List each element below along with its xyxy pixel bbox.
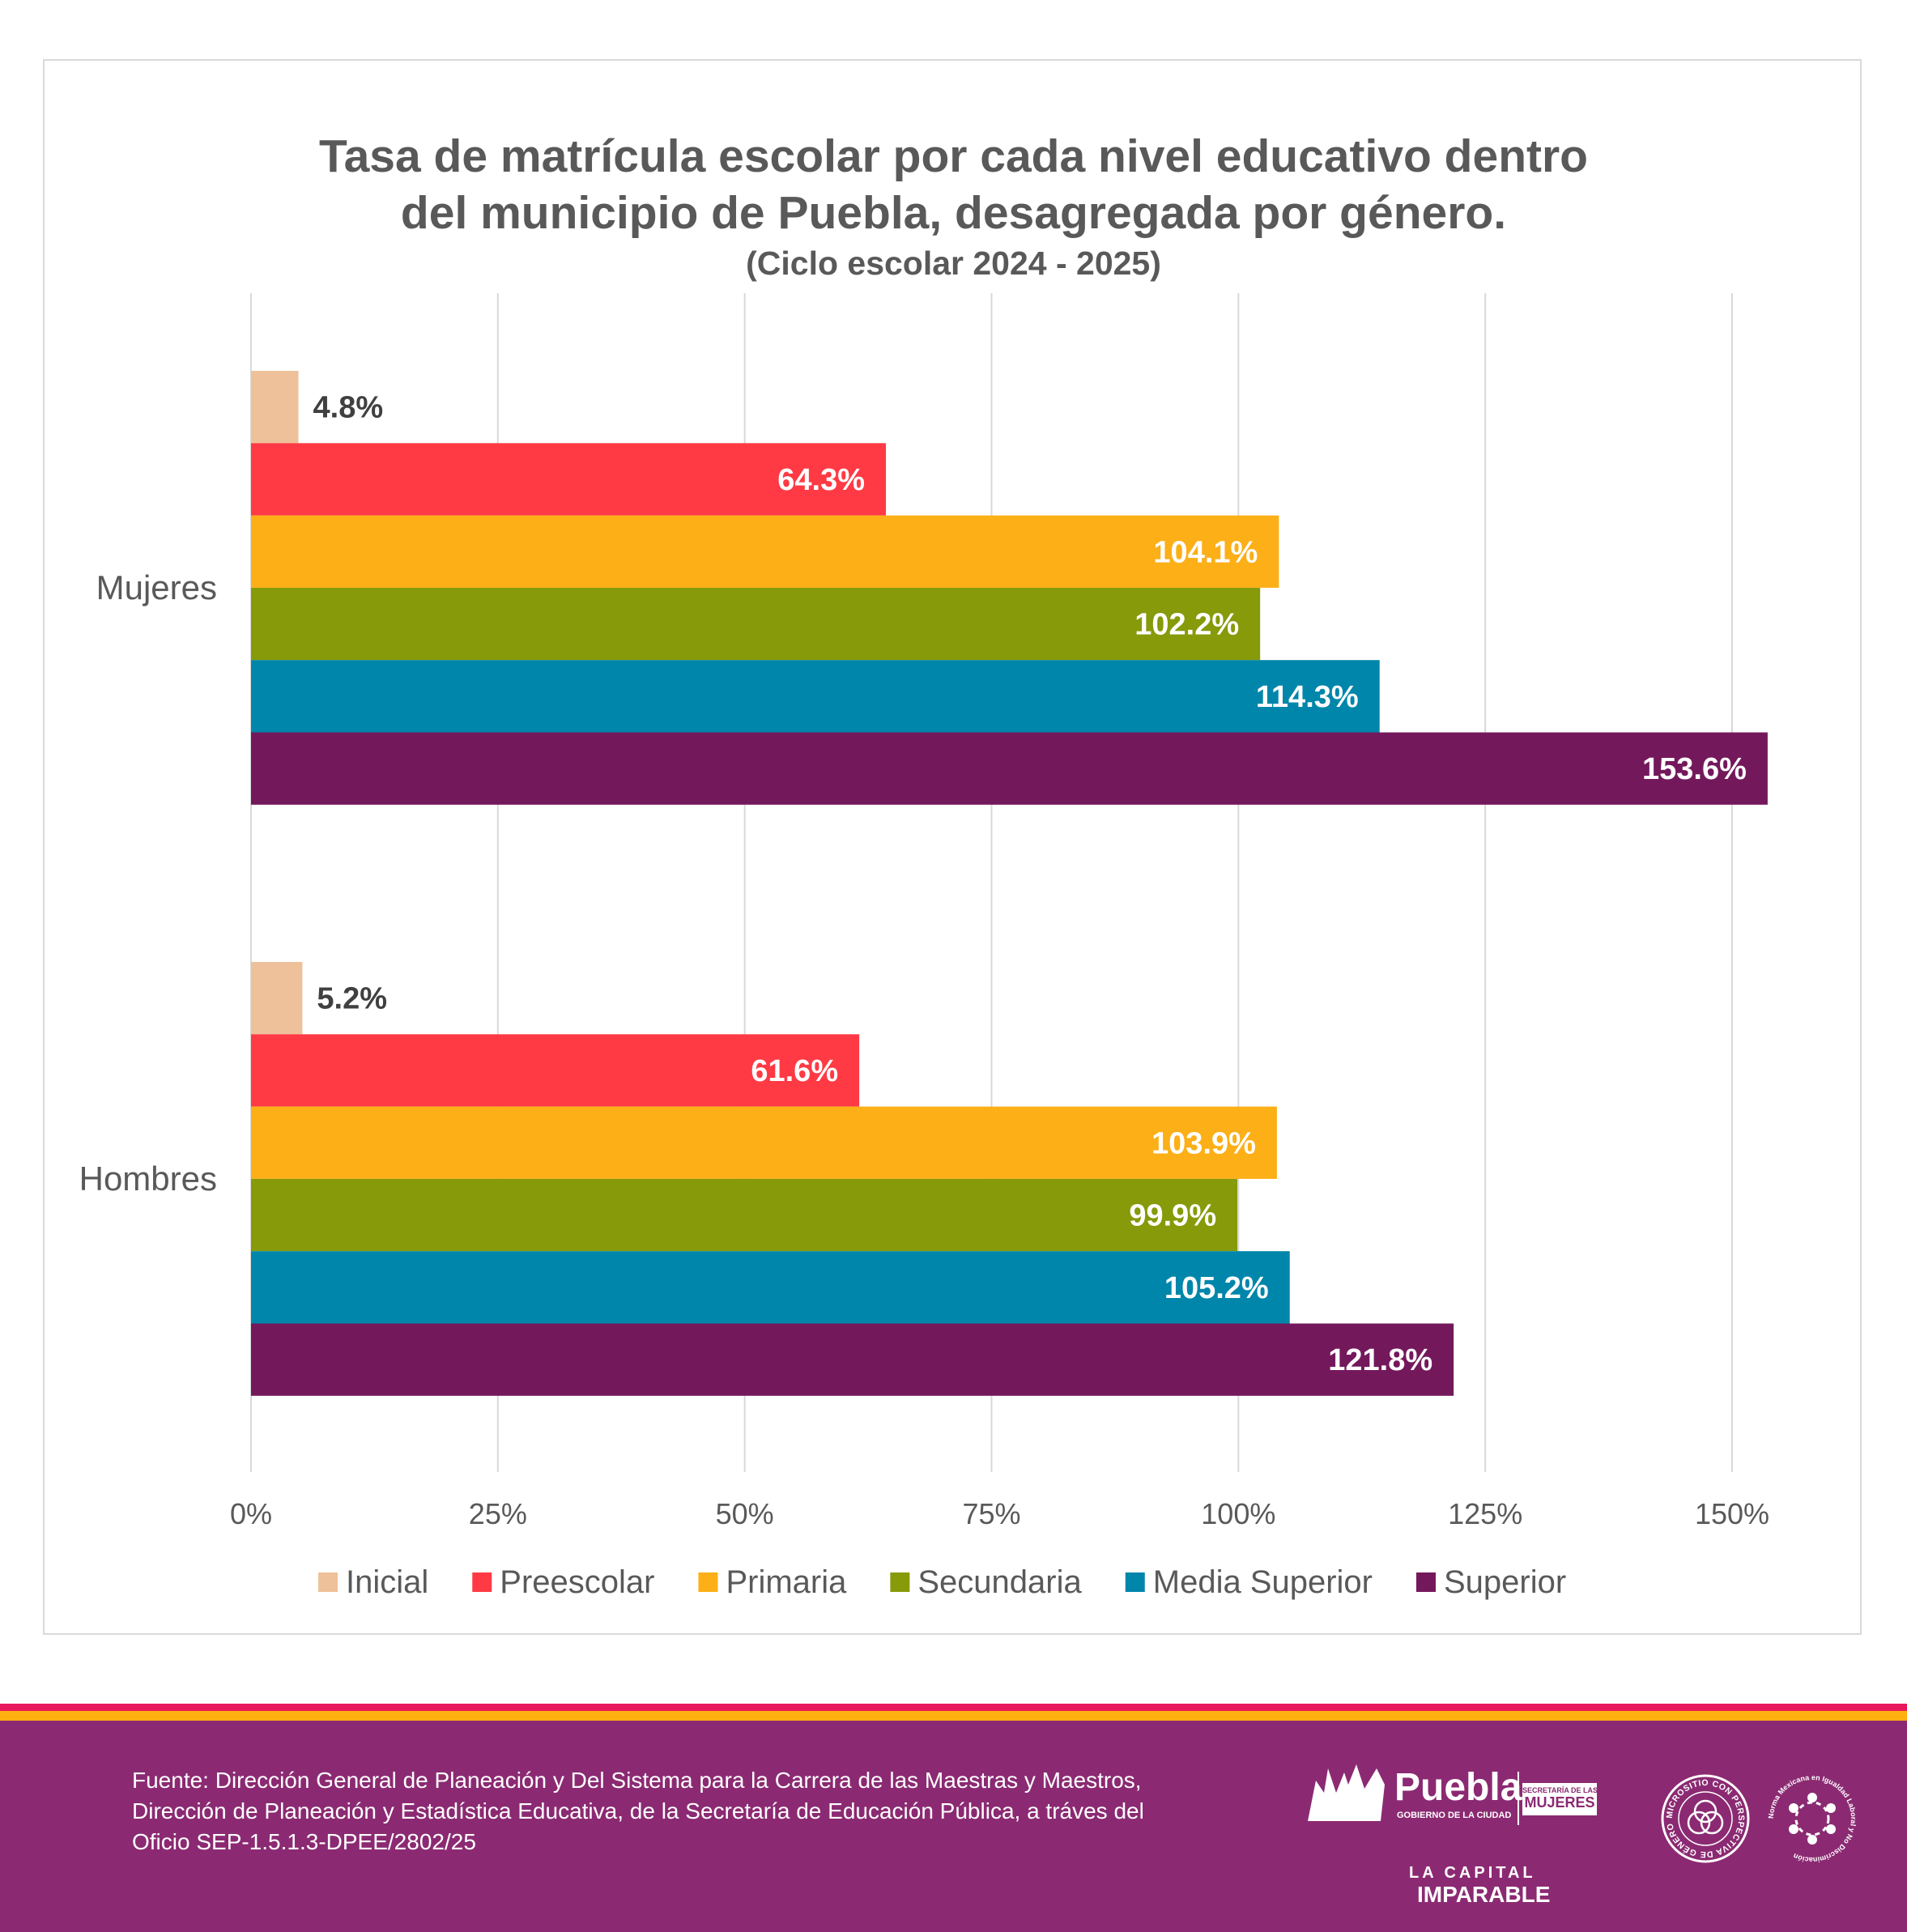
legend-label: Primaria — [726, 1564, 847, 1600]
x-tick-label: 100% — [1201, 1497, 1275, 1530]
bar-media-superior — [251, 1251, 1290, 1324]
legend-swatch — [472, 1572, 492, 1592]
data-label: 64.3% — [777, 463, 865, 497]
city-skyline-icon — [1308, 1764, 1385, 1821]
footer-stripe-orange — [0, 1711, 1907, 1721]
legend-label: Inicial — [346, 1564, 428, 1600]
x-tick-label: 125% — [1448, 1497, 1522, 1530]
chart-title-line-1: Tasa de matrícula escolar por cada nivel… — [319, 130, 1588, 182]
x-tick-label: 75% — [962, 1497, 1020, 1530]
data-label: 114.3% — [1256, 680, 1359, 714]
footer: Fuente: Dirección General de Planeación … — [0, 1704, 1907, 1932]
x-tick-label: 0% — [230, 1497, 272, 1530]
bar-secundaria — [251, 587, 1261, 661]
puebla-wordmark: Puebla — [1394, 1766, 1522, 1809]
data-label: 105.2% — [1164, 1271, 1269, 1305]
bar-superior — [251, 732, 1768, 805]
bar-inicial — [251, 371, 299, 444]
source-text: Fuente: Dirección General de Planeación … — [132, 1768, 1144, 1854]
bar-preescolar — [251, 443, 887, 516]
data-label: 4.8% — [313, 391, 384, 425]
micrositio-seal: MICROSITIO CON PERSPECTIVA DE GÉNERO — [1660, 1773, 1751, 1864]
data-label: 153.6% — [1642, 752, 1747, 786]
data-label: 61.6% — [751, 1054, 838, 1088]
capital-label: LA CAPITAL — [1409, 1864, 1536, 1882]
norma-seal-graphic: Norma Mexicana en Igualdad Laboral y No … — [1767, 1773, 1858, 1864]
data-label: 5.2% — [317, 982, 387, 1016]
secretaria-badge: SECRETARÍA DE LAS MUJERES — [1522, 1783, 1598, 1815]
x-tick-label: 50% — [716, 1497, 774, 1530]
legend-label: Preescolar — [500, 1564, 654, 1600]
norma-seal: Norma Mexicana en Igualdad Laboral y No … — [1767, 1773, 1858, 1864]
gobierno-label: GOBIERNO DE LA CIUDAD — [1397, 1811, 1512, 1820]
category-label: Hombres — [79, 1160, 217, 1198]
people-circle-icon — [1789, 1793, 1836, 1845]
legend-label: Secundaria — [917, 1564, 1082, 1600]
bar-preescolar — [251, 1034, 860, 1107]
bar-secundaria — [251, 1178, 1238, 1252]
legend-label: Media Superior — [1153, 1564, 1373, 1600]
x-tick-label: 25% — [469, 1497, 527, 1530]
chart-frame — [43, 59, 1862, 1635]
data-label: 104.1% — [1153, 535, 1258, 569]
bar-primaria — [251, 515, 1279, 588]
bar-chart: 0% 25% 50% 75% 100% 125% 150% Mujeres 4.8% 64.3% 1… — [79, 293, 1769, 1600]
legend-label: Superior — [1444, 1564, 1566, 1600]
data-label: 99.9% — [1129, 1199, 1216, 1233]
imparable-label: IMPARABLE — [1417, 1882, 1551, 1907]
norma-seal-text: Norma Mexicana en Igualdad Laboral y No … — [1767, 1773, 1858, 1864]
legend-swatch — [890, 1572, 910, 1592]
rings-icon — [1687, 1799, 1724, 1835]
data-label: 121.8% — [1328, 1343, 1432, 1377]
legend-swatch — [1416, 1572, 1436, 1592]
data-label: 103.9% — [1151, 1126, 1256, 1160]
chart-subtitle: (Ciclo escolar 2024 - 2025) — [746, 245, 1161, 282]
x-tick-label: 150% — [1695, 1497, 1769, 1530]
micrositio-seal-graphic: MICROSITIO CON PERSPECTIVA DE GÉNERO — [1661, 1774, 1750, 1863]
bar-inicial — [251, 962, 303, 1035]
footer-band — [0, 1721, 1907, 1932]
data-label: 102.2% — [1134, 608, 1239, 642]
legend-swatch — [1125, 1572, 1145, 1592]
bar-superior — [251, 1323, 1454, 1396]
chart-title-line-2: del municipio de Puebla, desagregada por… — [400, 187, 1507, 239]
category-label: Mujeres — [96, 568, 217, 606]
micrositio-seal-text: MICROSITIO CON PERSPECTIVA DE GÉNERO — [1665, 1778, 1746, 1859]
legend-swatch — [698, 1572, 718, 1592]
legend-swatch — [318, 1572, 338, 1592]
footer-stripe-red — [0, 1704, 1907, 1711]
bar-media-superior — [251, 660, 1380, 733]
bar-primaria — [251, 1106, 1277, 1179]
